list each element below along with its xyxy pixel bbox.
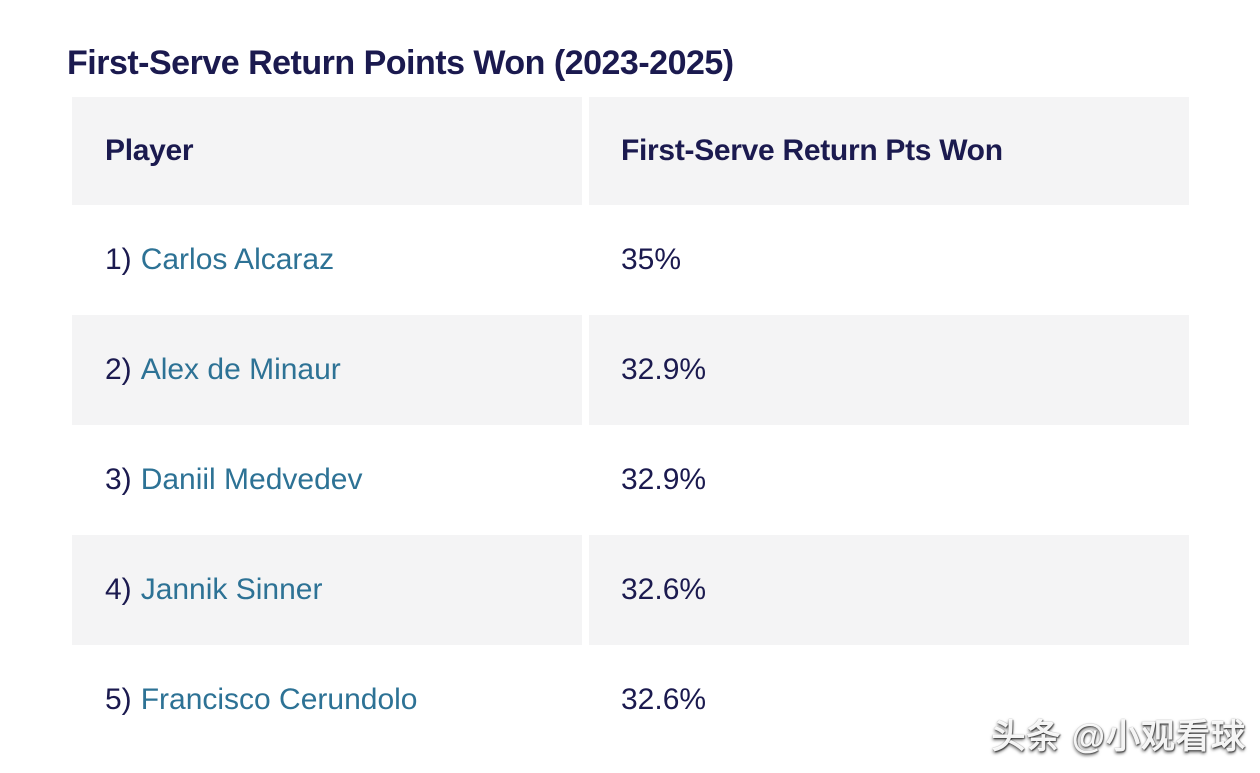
- player-cell: 5) Francisco Cerundolo: [72, 645, 582, 755]
- table-row: 3) Daniil Medvedev 32.9%: [72, 425, 1189, 535]
- value-cell: 35%: [589, 205, 1189, 315]
- table-row: 4) Jannik Sinner 32.6%: [72, 535, 1189, 645]
- table-row: 1) Carlos Alcaraz 35%: [72, 205, 1189, 315]
- rank-label: 4): [105, 573, 132, 606]
- player-cell: 2) Alex de Minaur: [72, 315, 582, 425]
- player-cell: 1) Carlos Alcaraz: [72, 205, 582, 315]
- column-header-player: Player: [72, 97, 582, 205]
- player-link[interactable]: Carlos Alcaraz: [140, 243, 335, 276]
- table-row: 2) Alex de Minaur 32.9%: [72, 315, 1189, 425]
- rank-label: 1): [105, 243, 132, 276]
- player-link[interactable]: Jannik Sinner: [140, 573, 323, 606]
- column-header-value: First-Serve Return Pts Won: [589, 97, 1189, 205]
- player-cell: 3) Daniil Medvedev: [72, 425, 582, 535]
- watermark: 头条 @小观看球: [991, 718, 1246, 756]
- page-title: First-Serve Return Points Won (2023-2025…: [67, 44, 734, 82]
- player-link[interactable]: Francisco Cerundolo: [140, 683, 418, 716]
- rank-label: 5): [105, 683, 132, 716]
- player-link[interactable]: Alex de Minaur: [140, 353, 341, 386]
- table-row: 5) Francisco Cerundolo 32.6%: [72, 645, 1189, 755]
- value-cell: 32.9%: [589, 315, 1189, 425]
- player-cell: 4) Jannik Sinner: [72, 535, 582, 645]
- rank-label: 3): [105, 463, 132, 496]
- stats-table: Player First-Serve Return Pts Won 1) Car…: [72, 97, 1189, 755]
- player-link[interactable]: Daniil Medvedev: [140, 463, 363, 496]
- rank-label: 2): [105, 353, 132, 386]
- value-cell: 32.9%: [589, 425, 1189, 535]
- table-header-row: Player First-Serve Return Pts Won: [72, 97, 1189, 205]
- value-cell: 32.6%: [589, 535, 1189, 645]
- value-cell: 32.6%: [589, 645, 1189, 755]
